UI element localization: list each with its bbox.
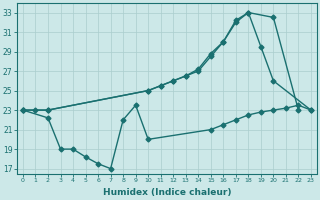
X-axis label: Humidex (Indice chaleur): Humidex (Indice chaleur): [103, 188, 231, 197]
